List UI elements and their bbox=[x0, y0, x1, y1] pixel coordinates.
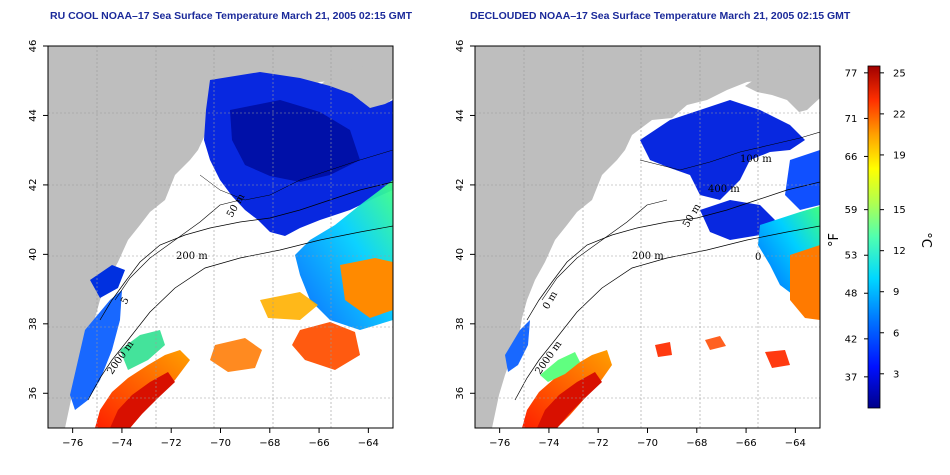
sst-warm-patch-2 bbox=[292, 322, 360, 370]
colorbar: 25 22 19 15 12 9 6 3 77 71 66 59 53 48 42 37 °F °C bbox=[827, 65, 933, 409]
fahrenheit-tick-label: 48 bbox=[845, 289, 858, 300]
fahrenheit-unit-label: °F bbox=[827, 233, 842, 247]
x-tick-label: −76 bbox=[489, 438, 510, 449]
fahrenheit-tick-label: 66 bbox=[845, 152, 858, 163]
right-map-title: DECLOUDED NOAA–17 Sea Surface Temperatur… bbox=[470, 10, 851, 22]
x-tick-label: −72 bbox=[161, 438, 182, 449]
north-america-land bbox=[475, 46, 820, 428]
x-tick-label: −66 bbox=[736, 438, 757, 449]
y-tick-label: 40 bbox=[28, 248, 39, 261]
contour-label-5: 5 bbox=[119, 295, 132, 306]
y-tick-label: 44 bbox=[28, 109, 39, 122]
fahrenheit-tick-label: 42 bbox=[845, 334, 858, 345]
gulf-stream bbox=[522, 350, 612, 428]
sst-warm-patch-3 bbox=[210, 338, 262, 372]
x-tick-label: −64 bbox=[785, 438, 806, 449]
sst-cold-region-3 bbox=[785, 150, 820, 210]
y-tick-label: 38 bbox=[455, 317, 466, 330]
contour-50m bbox=[114, 199, 241, 301]
x-tick-label: −68 bbox=[686, 438, 707, 449]
contour-shelf bbox=[199, 149, 393, 201]
contour-label-0: 0 bbox=[755, 252, 761, 263]
y-tick-label: 36 bbox=[455, 387, 466, 400]
celsius-tick-label: 15 bbox=[893, 205, 906, 216]
nova-scotia-land bbox=[727, 46, 820, 112]
celsius-unit-label: °C bbox=[918, 232, 933, 248]
contour-200m bbox=[526, 181, 820, 321]
left-sst-map: 200 m 50 m 2000 m 5 bbox=[48, 46, 393, 428]
celsius-tick-label: 22 bbox=[893, 109, 906, 120]
sst-cold-darker bbox=[230, 100, 360, 182]
contour-label-200m: 200 m bbox=[176, 251, 208, 262]
sst-green-shelf bbox=[120, 330, 165, 370]
sst-coastal-blue-2 bbox=[90, 265, 125, 298]
colorbar-ticks: 25 22 19 15 12 9 6 3 77 71 66 59 53 48 42 37 bbox=[845, 68, 906, 383]
x-tick-label: −70 bbox=[637, 438, 658, 449]
x-tick-label: −74 bbox=[111, 438, 132, 449]
contour-2000m bbox=[87, 225, 393, 401]
fahrenheit-tick-label: 71 bbox=[845, 114, 858, 125]
gulf-stream-core bbox=[537, 372, 602, 428]
sst-warm-patch-4 bbox=[705, 336, 726, 350]
celsius-tick-label: 6 bbox=[893, 328, 899, 339]
contour-50m bbox=[541, 199, 668, 301]
x-tick-label: −72 bbox=[588, 438, 609, 449]
x-tick-label: −66 bbox=[309, 438, 330, 449]
sst-warm-patch-1 bbox=[790, 245, 820, 320]
nova-scotia-land bbox=[300, 46, 393, 112]
x-tick-label: −68 bbox=[259, 438, 280, 449]
celsius-tick-label: 12 bbox=[893, 246, 906, 257]
colorbar-gradient-bar bbox=[867, 65, 881, 409]
right-axes: −76 −74 −72 −70 −68 −66 −64 36 38 40 42 44 46 bbox=[455, 40, 806, 449]
y-tick-label: 42 bbox=[28, 179, 39, 192]
sst-cold-region bbox=[640, 100, 805, 200]
right-sst-map: 100 m 400 m 50 m 200 m 0 m 2000 m 0 bbox=[475, 46, 820, 428]
celsius-tick-label: 25 bbox=[893, 68, 906, 79]
x-tick-label: −70 bbox=[210, 438, 231, 449]
gulf-stream-core bbox=[110, 372, 175, 428]
sst-cold-region-2 bbox=[700, 200, 775, 240]
contour-200m bbox=[99, 181, 393, 321]
sst-coastal-blue bbox=[70, 290, 122, 410]
sst-coastal-blue bbox=[505, 320, 530, 372]
y-tick-label: 46 bbox=[455, 40, 466, 53]
celsius-tick-label: 19 bbox=[893, 150, 906, 161]
right-grid bbox=[475, 46, 820, 428]
left-axes: −76 −74 −72 −70 −68 −66 −64 36 38 40 42 44 46 bbox=[28, 40, 379, 449]
left-map-title: RU COOL NOAA–17 Sea Surface Temperature … bbox=[50, 10, 413, 22]
celsius-tick-label: 3 bbox=[893, 369, 899, 380]
sst-green-shelf bbox=[540, 352, 580, 382]
x-tick-label: −74 bbox=[538, 438, 559, 449]
north-america-land bbox=[48, 46, 393, 428]
contour-label-200m: 200 m bbox=[632, 251, 664, 262]
fahrenheit-tick-label: 53 bbox=[845, 251, 858, 262]
x-tick-label: −64 bbox=[358, 438, 379, 449]
y-tick-label: 36 bbox=[28, 387, 39, 400]
contour-label-400m: 400 m bbox=[708, 184, 740, 195]
y-tick-label: 38 bbox=[28, 317, 39, 330]
fahrenheit-tick-label: 37 bbox=[845, 372, 858, 383]
sst-warm-patch-3 bbox=[655, 342, 672, 357]
y-tick-label: 40 bbox=[455, 248, 466, 261]
x-tick-label: −76 bbox=[62, 438, 83, 449]
fahrenheit-tick-label: 59 bbox=[845, 205, 858, 216]
left-grid bbox=[48, 46, 393, 428]
contour-2000m bbox=[514, 225, 820, 401]
celsius-tick-label: 9 bbox=[893, 287, 899, 298]
y-tick-label: 44 bbox=[455, 109, 466, 122]
y-tick-label: 42 bbox=[455, 179, 466, 192]
y-tick-label: 46 bbox=[28, 40, 39, 53]
sst-warm-patch-2 bbox=[765, 350, 790, 368]
sst-warm-patch-4 bbox=[260, 292, 318, 320]
contour-100m bbox=[639, 131, 820, 171]
fahrenheit-tick-label: 77 bbox=[845, 68, 858, 79]
sst-warm-patch-1 bbox=[340, 258, 393, 318]
contour-label-100m: 100 m bbox=[740, 154, 772, 165]
